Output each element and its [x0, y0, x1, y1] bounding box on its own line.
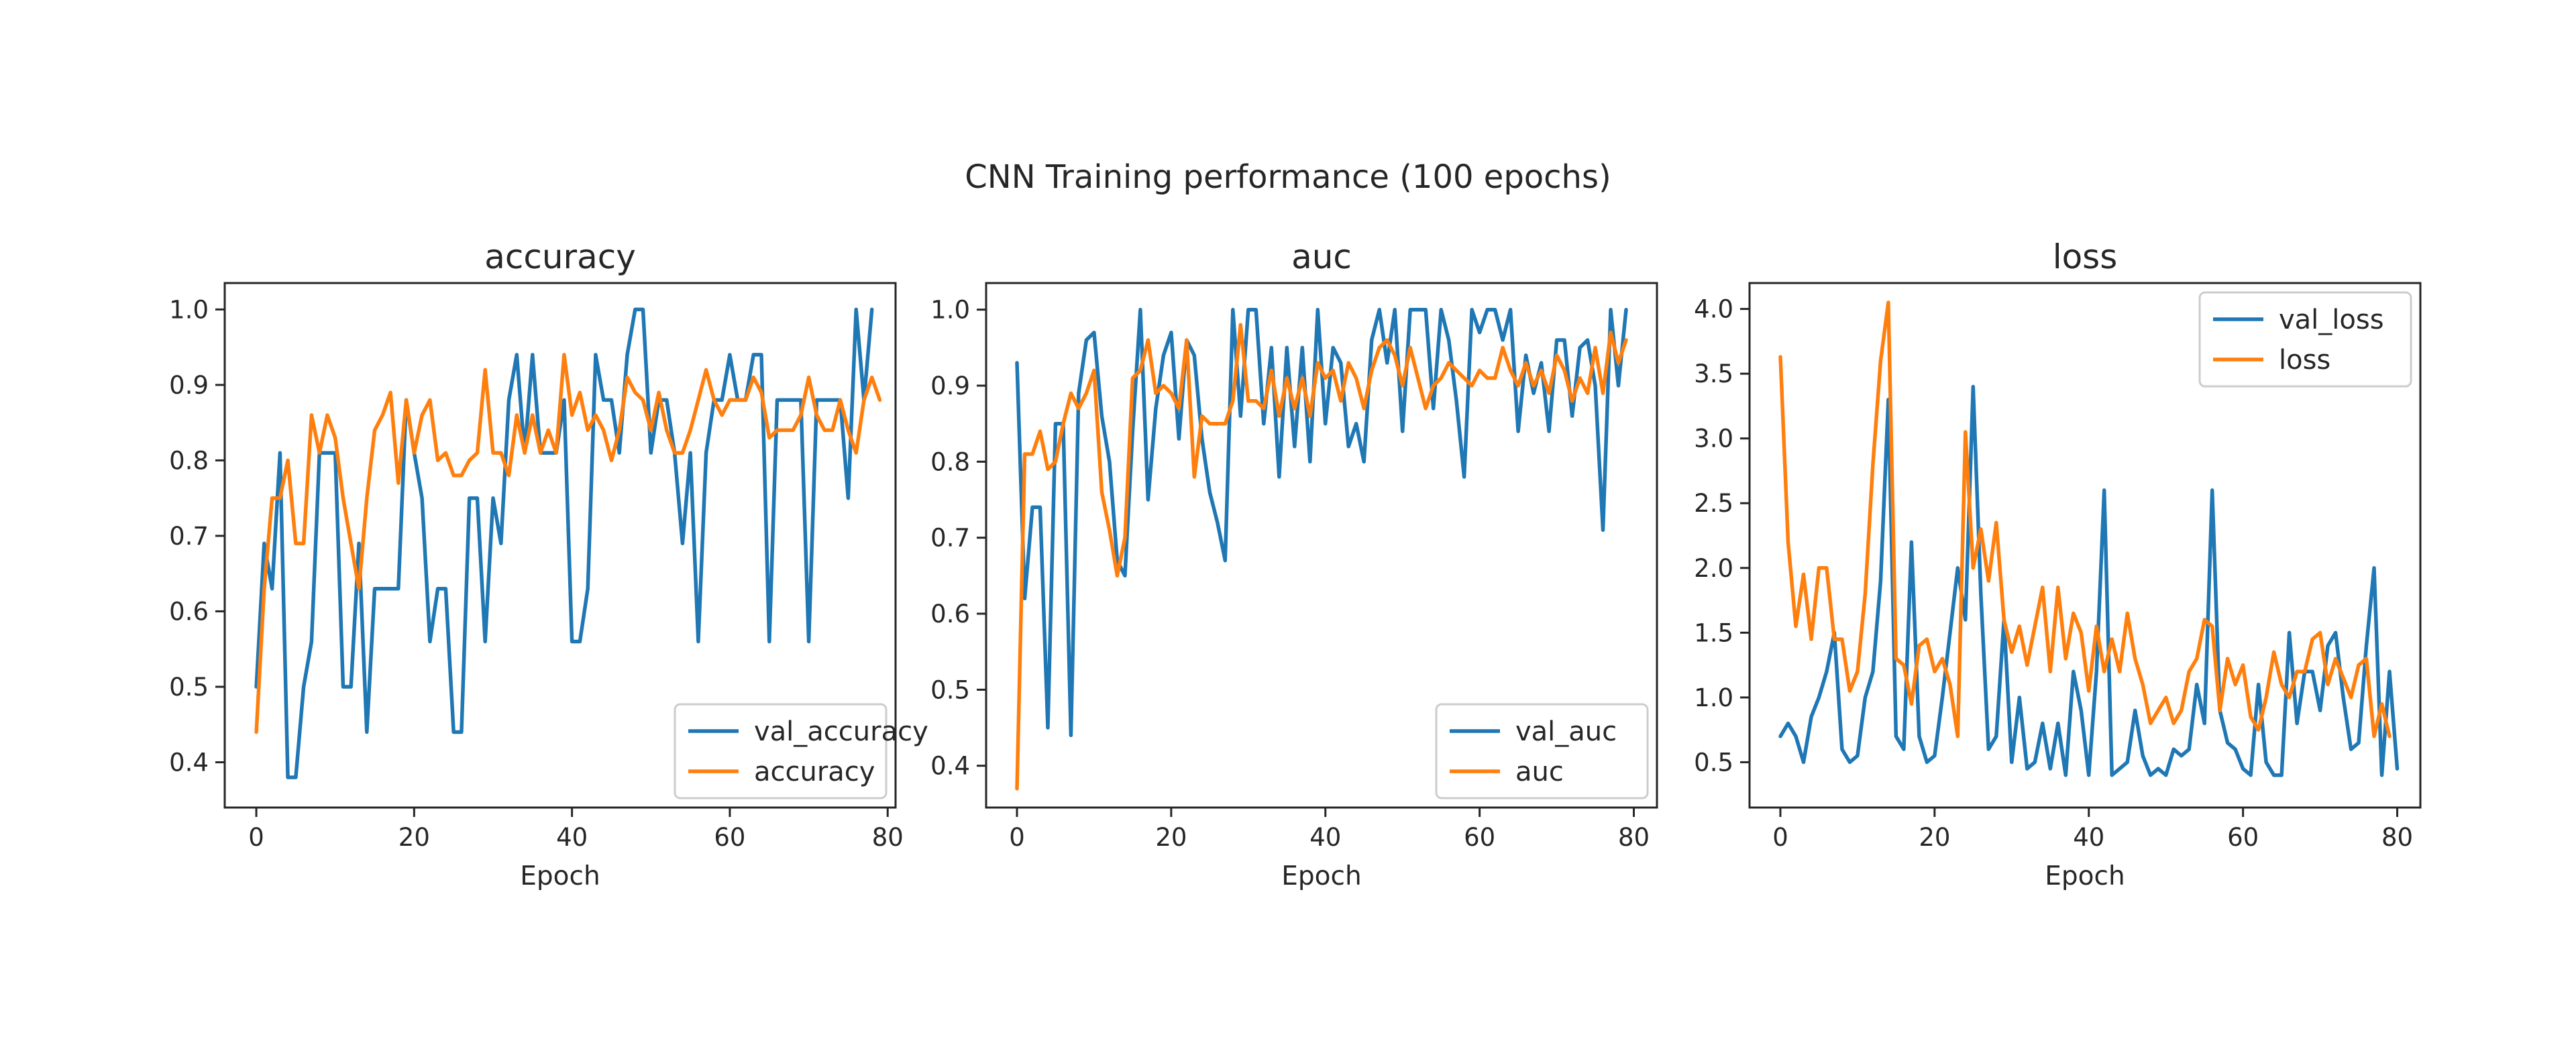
series-line-val-loss — [1778, 384, 2400, 777]
plot-frame — [223, 282, 897, 809]
y-tick-label: 0.8 — [169, 446, 209, 475]
y-tick-label: 2.0 — [1694, 554, 1733, 583]
x-tick-label: 40 — [1309, 823, 1341, 852]
y-tick-label: 0.7 — [169, 522, 209, 551]
y-tick-label: 1.0 — [930, 296, 970, 325]
panel-title: loss — [2053, 237, 2118, 276]
y-tick-label: 3.0 — [1694, 425, 1733, 453]
y-tick-label: 0.4 — [169, 748, 209, 777]
x-tick-label: 60 — [1464, 823, 1495, 852]
legend-box — [674, 703, 888, 799]
y-tick-label: 1.0 — [1694, 683, 1733, 712]
x-axis-label: Epoch — [2045, 861, 2125, 891]
y-tick-label: 0.6 — [169, 597, 209, 626]
x-tick-label: 60 — [2227, 823, 2259, 852]
loss-panel: loss 0 20 40 60 80 0.5 1.0 1.5 2.0 2.5 3.0 3.5 4.0 Epo… — [1694, 237, 2422, 891]
y-tick-label: 0.6 — [930, 600, 970, 628]
y-tick-label: 2.5 — [1694, 489, 1733, 518]
panel-title: accuracy — [484, 237, 636, 276]
y-tick-label: 3.5 — [1694, 360, 1733, 388]
x-tick-label: 0 — [1772, 823, 1788, 852]
x-tick-label: 80 — [1618, 823, 1650, 852]
y-tick-label: 0.5 — [930, 675, 970, 704]
y-tick-label: 0.5 — [1694, 748, 1733, 777]
legend-box — [2198, 291, 2412, 388]
x-tick-label: 20 — [398, 823, 430, 852]
legend-label: accuracy — [754, 757, 875, 787]
x-tick-label: 0 — [248, 823, 264, 852]
x-tick-label: 40 — [2073, 823, 2104, 852]
y-tick-label: 1.0 — [169, 295, 209, 324]
y-tick-label: 0.7 — [930, 524, 970, 553]
plot-frame — [985, 282, 1658, 809]
y-tick-label: 0.5 — [169, 673, 209, 702]
x-tick-label: 20 — [1919, 823, 1950, 852]
series-line-auc — [1015, 323, 1628, 791]
x-tick-label: 40 — [556, 823, 588, 852]
x-tick-label: 80 — [872, 823, 904, 852]
y-tick-label: 4.0 — [1694, 295, 1733, 324]
y-tick-label: 0.9 — [169, 371, 209, 400]
legend-label: val_accuracy — [754, 716, 928, 747]
legend-label: val_auc — [1515, 716, 1617, 747]
figure-title: CNN Training performance (100 epochs) — [965, 158, 1611, 196]
x-axis-label: Epoch — [1281, 861, 1361, 891]
plot-frame — [1748, 282, 2422, 809]
legend-label: loss — [2279, 345, 2330, 376]
x-tick-label: 0 — [1009, 823, 1025, 852]
series-line-val-accuracy — [254, 307, 874, 779]
accuracy-panel: accuracy 0 20 40 60 80 0.4 0.5 0.6 0.7 0.8 0.9 1.0 Ep… — [169, 237, 928, 891]
legend-label: val_loss — [2279, 305, 2384, 335]
auc-panel: auc 0 20 40 60 80 0.4 0.5 0.6 0.7 0.8 0.9 1.0 Epoch va… — [930, 237, 1658, 891]
legend-label: auc — [1515, 757, 1564, 787]
panel-title: auc — [1291, 237, 1352, 276]
y-tick-label: 0.4 — [930, 752, 970, 781]
x-axis-label: Epoch — [520, 861, 600, 891]
legend: val_accuracy accuracy — [674, 703, 928, 799]
x-tick-label: 60 — [714, 823, 745, 852]
series-line-loss — [1778, 300, 2392, 738]
x-tick-label: 80 — [2381, 823, 2413, 852]
legend-box — [1435, 703, 1649, 799]
y-tick-label: 1.5 — [1694, 618, 1733, 647]
y-tick-label: 0.9 — [930, 372, 970, 400]
y-tick-label: 0.8 — [930, 447, 970, 476]
x-tick-label: 20 — [1155, 823, 1187, 852]
series-line-accuracy — [254, 353, 882, 734]
